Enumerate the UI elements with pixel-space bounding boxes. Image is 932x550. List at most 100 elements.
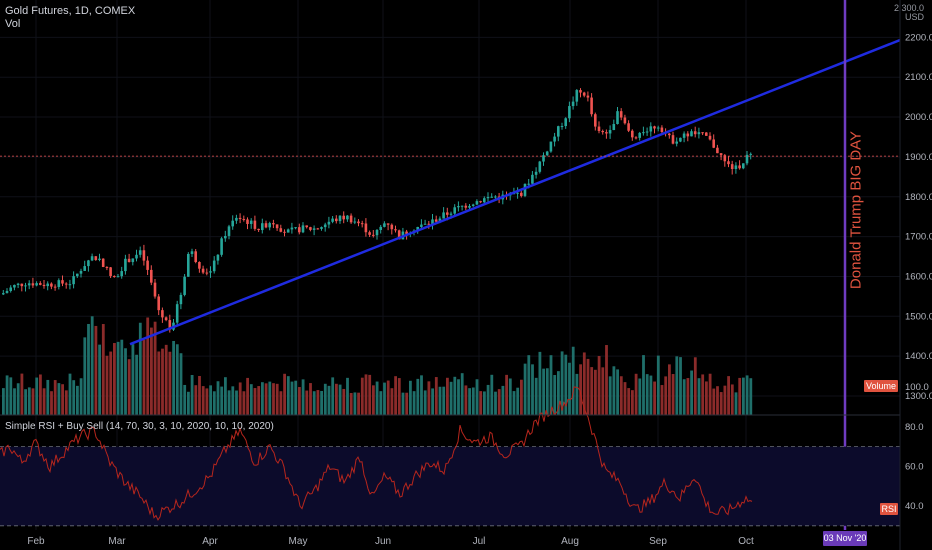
candle-body — [331, 218, 334, 222]
volume-bar — [79, 378, 83, 415]
candle-body — [642, 132, 645, 134]
rsi-axis[interactable]: 100.0 80.0 60.0 40.0 — [905, 382, 929, 512]
candle-body — [479, 201, 482, 203]
volume-bar — [39, 374, 42, 415]
candle-body — [242, 218, 246, 220]
volume-bar — [486, 384, 490, 415]
volume-bar — [220, 386, 224, 415]
candle-body — [675, 141, 678, 144]
volume-bar — [46, 379, 50, 415]
candle-body — [5, 291, 9, 294]
volume-bar — [357, 392, 360, 415]
candle-body — [564, 118, 567, 127]
candle-body — [16, 283, 20, 285]
volume-bar — [253, 388, 257, 415]
volume-bar — [142, 339, 146, 415]
candle-body — [338, 215, 342, 222]
volume-bar — [294, 380, 298, 415]
candle-body — [701, 132, 704, 134]
candle-body — [353, 221, 357, 223]
trendline[interactable] — [129, 38, 901, 346]
event-date-badge: 03 Nov '20 — [823, 531, 867, 546]
volume-bar — [216, 381, 220, 415]
candle-body — [201, 268, 205, 273]
volume-bar — [605, 345, 608, 415]
volume-bar — [268, 381, 272, 415]
volume-bar — [645, 374, 649, 415]
candle-body — [723, 155, 727, 162]
volume-bar — [705, 381, 708, 415]
time-tick-label: Jul — [473, 536, 486, 547]
volume-bar — [298, 387, 301, 415]
price-tick-label: 2200.0 — [905, 32, 932, 43]
volume-bar — [120, 339, 124, 415]
volume-bar — [442, 386, 446, 415]
price-axis[interactable]: 2200.0 2100.0 2000.0 1900.0 1800.0 1700.0 1600… — [905, 32, 932, 402]
candle-body — [679, 137, 682, 142]
price-tick-label: 2100.0 — [905, 72, 932, 83]
candle-body — [372, 234, 375, 236]
candle-body — [227, 226, 231, 236]
candle-body — [608, 130, 612, 134]
candle-body — [316, 228, 320, 230]
candle-body — [460, 205, 464, 207]
candle-body — [730, 164, 734, 169]
volume-bar — [323, 383, 327, 415]
candle-body — [64, 283, 68, 285]
volume-bar — [671, 374, 675, 415]
time-tick-label: Oct — [738, 536, 754, 547]
volume-bar — [161, 348, 164, 415]
candle-body — [738, 165, 741, 169]
volume-bar — [35, 377, 39, 415]
volume-bar — [449, 381, 453, 415]
candle-body — [264, 223, 268, 228]
volume-bar — [187, 391, 190, 415]
candle-body — [579, 90, 582, 93]
candle-body — [179, 294, 183, 305]
candle-body — [275, 224, 279, 229]
volume-bar — [475, 379, 479, 415]
time-tick-label: Sep — [649, 536, 667, 547]
volume-bar — [438, 386, 442, 415]
volume-bar — [686, 378, 690, 415]
rsi-indicator-title[interactable]: Simple RSI + Buy Sell (14, 70, 30, 3, 10… — [5, 421, 274, 432]
price-tick-label: 1400.0 — [905, 351, 932, 362]
candle-body — [457, 206, 460, 208]
volume-bar — [497, 389, 501, 415]
candle-body — [660, 127, 664, 133]
candle-body — [246, 219, 249, 224]
candle-body — [190, 251, 194, 254]
volume-bar — [98, 344, 101, 415]
volume-bar — [716, 386, 719, 415]
volume-bar — [616, 369, 619, 415]
volume-bar — [427, 381, 431, 415]
volume-legend[interactable]: Vol — [5, 18, 21, 30]
candle-body — [231, 220, 234, 227]
time-axis[interactable]: Feb Mar Apr May Jun Jul Aug Sep Oct — [27, 536, 754, 547]
candle-body — [586, 95, 590, 98]
candle-body — [582, 92, 586, 96]
candle-body — [253, 220, 257, 229]
candle-body — [468, 205, 471, 208]
volume-bar — [631, 390, 634, 415]
volume-bar — [446, 377, 449, 415]
volume-bars — [2, 316, 753, 415]
candle-body — [235, 217, 238, 221]
candle-body — [427, 223, 431, 225]
volume-bar — [20, 373, 24, 415]
annotation-label[interactable]: Donald Trump BIG DAY — [828, 130, 884, 290]
candle-body — [175, 304, 179, 323]
volume-bar — [664, 376, 668, 415]
candle-body — [383, 223, 386, 227]
rsi-tick-label: 60.0 — [905, 461, 924, 472]
volume-bar — [53, 380, 57, 415]
volume-bar — [116, 341, 120, 415]
volume-bar — [431, 388, 434, 415]
volume-bar — [545, 368, 549, 415]
symbol-title[interactable]: Gold Futures, 1D, COMEX — [5, 5, 136, 17]
volume-bar — [57, 383, 61, 415]
candle-body — [116, 276, 120, 278]
volume-bar — [316, 390, 320, 415]
candle-body — [286, 229, 290, 233]
